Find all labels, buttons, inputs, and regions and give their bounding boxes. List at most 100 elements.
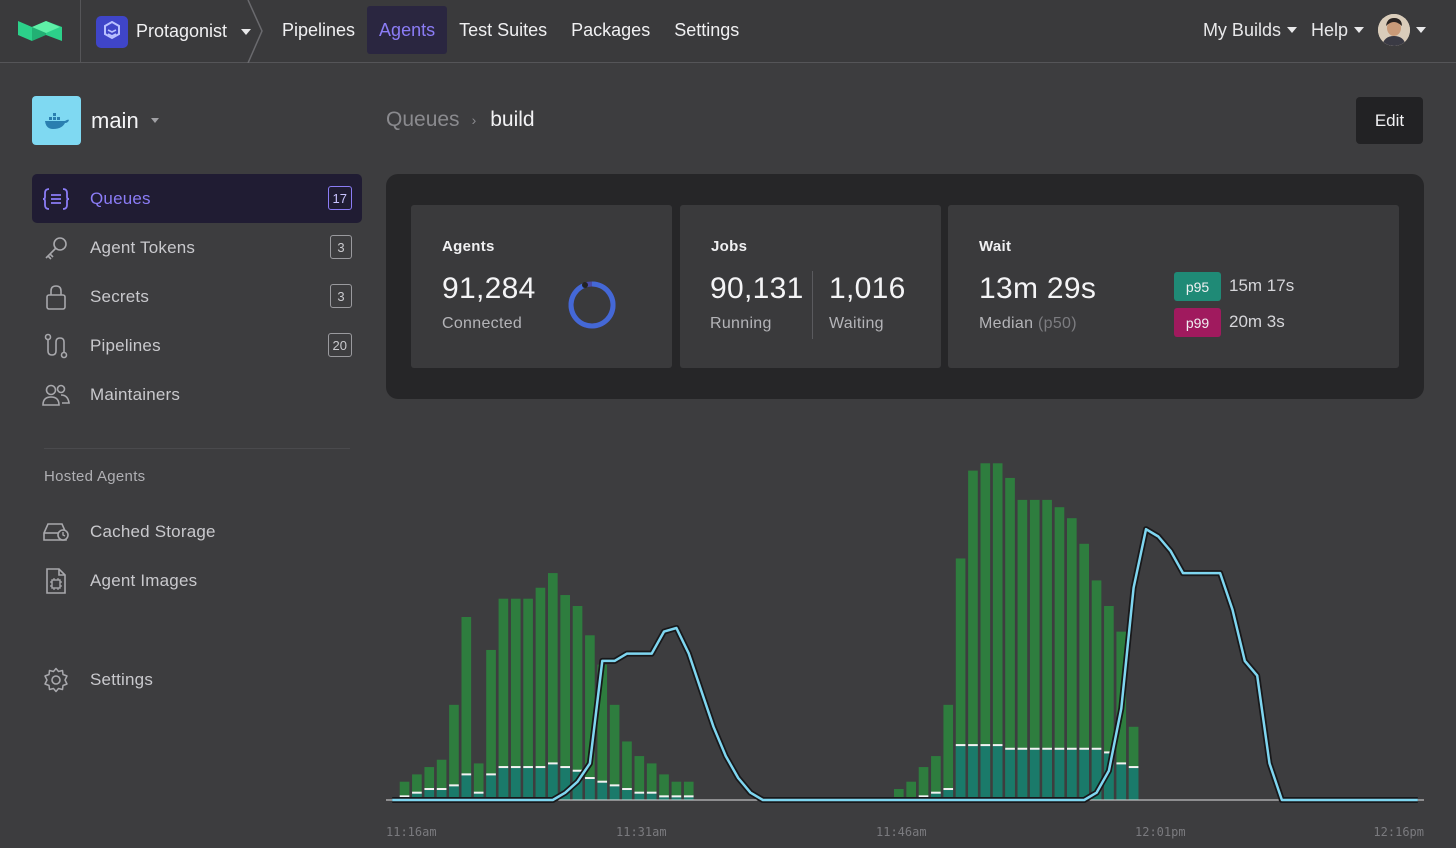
running-marker [523, 766, 533, 769]
help-label: Help [1310, 19, 1348, 40]
agent-tokens-count-badge: 3 [330, 235, 352, 259]
agents-total-bar [1079, 543, 1089, 800]
image-file-icon [42, 567, 70, 595]
queue-activity-chart: 11:16am 11:31am 11:46am 12:01pm 12:16pm [386, 463, 1424, 839]
agents-card-title: Agents [442, 238, 495, 255]
running-marker [424, 788, 435, 791]
nav-divider [80, 0, 81, 63]
jobs-running-label: Running [710, 315, 772, 332]
agents-connected-label: Connected [442, 315, 523, 332]
breadcrumb-chevron-icon [247, 0, 263, 63]
agents-total-bar [597, 664, 608, 800]
avatar [1378, 14, 1410, 46]
buildkite-logo[interactable] [18, 17, 64, 47]
nav-packages[interactable]: Packages [571, 20, 651, 40]
sidebar-item-label: Pipelines [90, 335, 161, 355]
running-marker [968, 744, 978, 747]
agents-running-bar [1067, 748, 1077, 800]
nav-settings[interactable]: Settings [674, 20, 740, 40]
sidebar-item-pipelines[interactable]: Pipelines 20 [32, 321, 362, 370]
agents-running-bar [597, 781, 608, 800]
sidebar-item-secrets[interactable]: Secrets 3 [32, 272, 362, 321]
wait-time-line [392, 527, 1418, 802]
org-switcher[interactable]: Protagonist [96, 15, 252, 48]
lock-icon [42, 283, 70, 311]
agents-running-bar [523, 767, 533, 800]
running-marker [955, 744, 966, 747]
edit-button[interactable]: Edit [1356, 97, 1423, 144]
help-menu[interactable]: Help [1311, 20, 1364, 41]
breadcrumb-queues-link[interactable]: Queues [386, 108, 460, 131]
agents-total-bar [572, 606, 583, 800]
sidebar-item-maintainers[interactable]: Maintainers [32, 370, 362, 419]
agents-total-bar [1029, 499, 1040, 800]
jobs-card-title: Jobs [711, 238, 748, 255]
nav-agents[interactable]: Agents [367, 6, 448, 54]
agents-running-bar [1005, 748, 1015, 800]
agents-total-bar [659, 774, 669, 800]
agents-running-bar [1054, 748, 1065, 800]
agents-total-bar [646, 763, 657, 800]
running-marker [560, 766, 570, 769]
agents-total-bar [510, 598, 521, 800]
user-menu[interactable] [1378, 14, 1426, 46]
x-tick-label: 12:01pm [1135, 825, 1186, 839]
sidebar-item-label: Cached Storage [90, 521, 216, 541]
agents-running-bar [1116, 763, 1127, 800]
chevron-down-icon [1354, 27, 1364, 33]
agents-stat-card: Agents 91,284 Connected [411, 205, 672, 368]
agents-total-bar [671, 781, 682, 800]
agents-running-bar [461, 774, 472, 800]
sidebar-item-cached-storage[interactable]: Cached Storage [32, 507, 362, 556]
agents-running-bar [980, 745, 991, 800]
sidebar-item-settings[interactable]: Settings [32, 655, 362, 704]
running-marker [436, 788, 447, 791]
agents-running-bar [968, 745, 978, 800]
my-builds-menu[interactable]: My Builds [1203, 20, 1297, 41]
agents-running-bar [412, 792, 422, 800]
wait-median-label: Median (p50) [979, 315, 1077, 332]
running-marker [585, 777, 595, 780]
key-icon [42, 234, 70, 262]
running-marker [399, 795, 410, 798]
agents-connected-value: 91,284 [442, 272, 536, 305]
my-builds-label: My Builds [1202, 19, 1281, 40]
running-marker [597, 780, 608, 783]
agents-running-bar [1091, 748, 1102, 800]
nav-pipelines[interactable]: Pipelines [282, 20, 356, 40]
cluster-switcher[interactable]: main [32, 96, 159, 145]
agents-total-bar [436, 759, 447, 800]
pipelines-count-badge: 20 [327, 333, 352, 357]
agents-total-bar [399, 781, 410, 800]
jobs-waiting-value: 1,016 [829, 272, 906, 305]
wait-stat-card: Wait 13m 29s Median (p50) p95 15m 17s p9… [948, 205, 1399, 368]
agents-running-bar [622, 789, 632, 800]
agents-total-bar [1017, 499, 1028, 800]
users-icon [42, 381, 70, 409]
agents-total-bar [486, 649, 496, 800]
sidebar-settings-nav: Settings [32, 655, 362, 704]
agents-total-bar [473, 763, 484, 800]
sidebar-item-queues[interactable]: Queues 17 [32, 174, 362, 223]
nav-test-suites[interactable]: Test Suites [459, 20, 548, 40]
running-marker [918, 795, 929, 798]
running-marker [671, 795, 682, 798]
agents-total-bar [968, 470, 978, 800]
agents-total-bar [523, 598, 533, 800]
agents-running-bar [1029, 748, 1040, 800]
sidebar-item-agent-tokens[interactable]: Agent Tokens 3 [32, 223, 362, 272]
agents-running-bar [683, 796, 694, 800]
agents-total-bar [1054, 507, 1065, 800]
agents-running-bar [646, 792, 657, 800]
agents-total-bar [1104, 606, 1114, 800]
queues-icon [42, 185, 70, 213]
agents-total-bar [980, 463, 991, 800]
agents-total-bar [424, 767, 435, 800]
running-marker [992, 744, 1003, 747]
sidebar-item-agent-images[interactable]: Agent Images [32, 556, 362, 605]
agents-total-bar [535, 587, 546, 800]
running-marker [1054, 747, 1065, 750]
agents-total-bar [894, 789, 904, 800]
hosted-agents-title: Hosted Agents [44, 468, 146, 485]
sidebar-item-label: Secrets [90, 286, 150, 306]
